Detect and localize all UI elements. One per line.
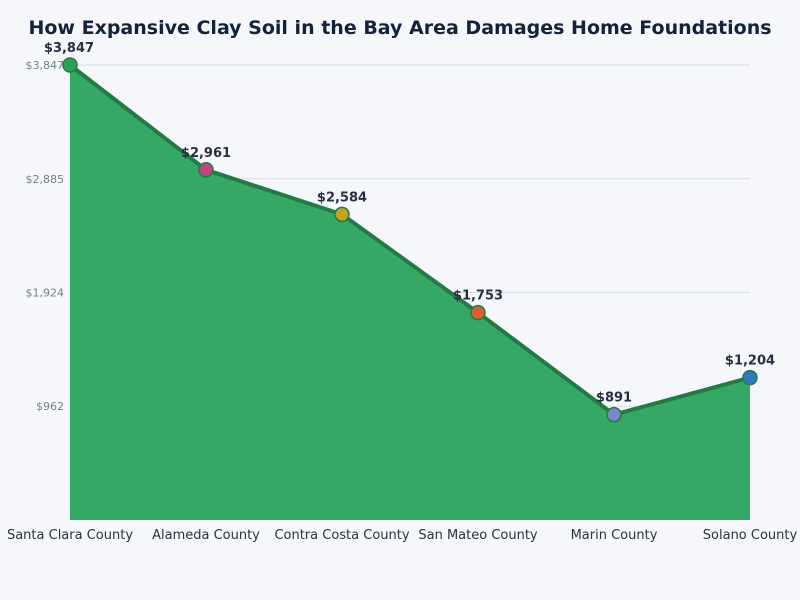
y-tick-label: $3,847 (26, 59, 65, 72)
x-category-label: San Mateo County (418, 528, 538, 543)
data-point[interactable] (606, 406, 622, 423)
data-value-label: $1,753 (453, 289, 503, 304)
y-tick-label: $2,885 (26, 173, 65, 186)
data-point[interactable] (62, 57, 78, 73)
y-tick-label: $962 (36, 400, 64, 413)
area-fill (70, 65, 750, 520)
x-category-label: Santa Clara County (7, 528, 133, 543)
data-labels: $3,847 $2,961 $2,584 $1,753 $891 $1,204 (44, 41, 775, 406)
data-value-label: $3,847 (44, 41, 94, 56)
x-category-label: Alameda County (152, 528, 260, 543)
y-tick-label: $1,924 (26, 286, 65, 299)
data-value-label: $891 (596, 391, 632, 406)
data-value-label: $2,961 (181, 146, 231, 161)
x-category-label: Marin County (571, 528, 658, 543)
data-point[interactable] (470, 304, 486, 321)
chart-title: How Expansive Clay Soil in the Bay Area … (28, 17, 771, 39)
area-layer (68, 63, 751, 520)
data-point[interactable] (742, 369, 758, 386)
x-axis-categories: Santa Clara County Alameda County Contra C… (7, 528, 798, 543)
data-point[interactable] (334, 206, 350, 223)
data-value-label: $2,584 (317, 190, 367, 205)
series-line (68, 63, 751, 417)
x-category-label: Contra Costa County (274, 528, 409, 543)
x-category-label: Solano County (703, 528, 798, 543)
data-point[interactable] (198, 162, 214, 178)
data-markers (62, 57, 758, 423)
y-axis-ticks: $962 $1,924 $2,885 $3,847 (26, 59, 65, 413)
data-value-label: $1,204 (725, 354, 775, 369)
